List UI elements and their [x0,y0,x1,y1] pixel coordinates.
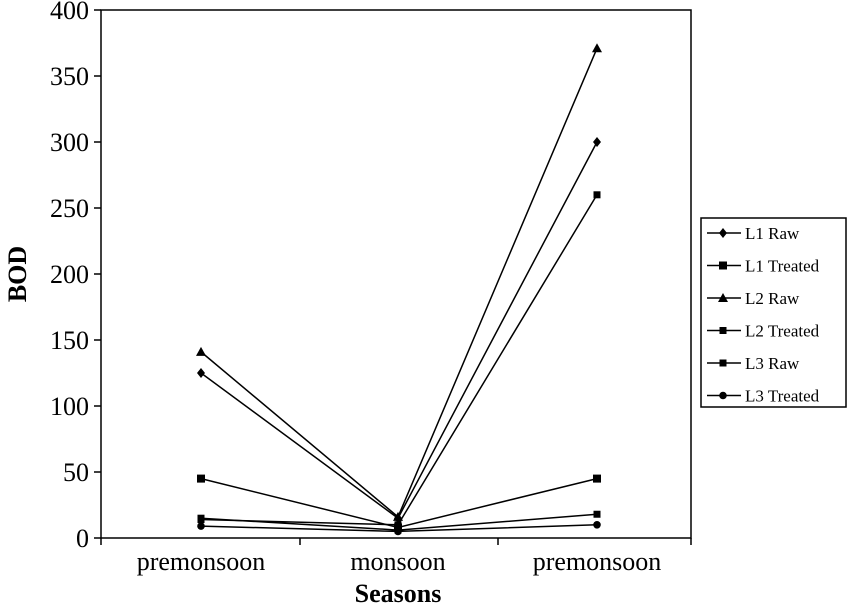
y-tick-label: 100 [50,392,89,421]
legend-label: L3 Raw [745,354,800,373]
data-point [197,522,205,530]
x-axis: premonsoon monsoon premonsoon [100,538,692,576]
legend-item: L2 Raw [707,289,800,308]
series-l3-raw [197,191,601,529]
y-tick-label: 150 [50,326,89,355]
legend-swatch-marker [719,359,727,367]
data-point [196,346,206,356]
legend-label: L1 Raw [745,224,800,243]
series-l3-treated [197,521,601,536]
legend-item: L1 Raw [707,224,800,243]
legend-item: L1 Treated [707,257,820,276]
data-point [593,191,601,199]
legend-box [700,217,847,408]
y-tick-label: 0 [76,524,89,553]
y-tick-label: 250 [50,194,89,223]
series-l2-raw [196,43,602,521]
legend-item: L3 Treated [707,387,820,406]
y-tick-label: 50 [63,458,89,487]
y-axis-title: BOD [3,246,32,302]
legend-swatch-marker [719,391,727,400]
data-point [592,43,602,53]
legend-label: L2 Raw [745,289,800,308]
data-point [394,521,402,529]
legend-item: L3 Raw [707,354,800,373]
data-point [197,516,205,524]
x-axis-title: Seasons [355,579,442,608]
legend-label: L2 Treated [745,322,820,341]
data-point [394,527,402,536]
legend-swatch-marker [719,228,727,238]
legend-swatch-marker [719,327,727,334]
data-point [593,137,601,147]
legend-item: L2 Treated [707,322,820,341]
data-point [393,511,403,521]
legend-swatch-marker [719,261,727,270]
data-point [593,521,601,529]
y-tick-label: 350 [50,62,89,91]
data-point [197,368,205,378]
data-point [593,510,601,518]
series-layer [196,43,602,536]
legend: L1 Raw L1 Treated L2 Raw L2 Treated L3 Raw L3… [700,217,847,408]
legend-label: L3 Treated [745,387,820,406]
x-tick-label: premonsoon [137,547,266,576]
data-point [593,474,601,483]
x-tick-label: premonsoon [533,547,662,576]
y-axis: 0 50 100 150 200 250 300 350 400 [50,0,101,553]
legend-label: L1 Treated [745,257,820,276]
y-tick-label: 200 [50,260,89,289]
legend-swatch-marker [718,293,728,302]
y-tick-label: 300 [50,128,89,157]
plot-area [100,9,692,539]
x-tick-label: monsoon [350,547,445,576]
y-tick-label: 400 [50,0,89,25]
data-point [197,474,205,483]
